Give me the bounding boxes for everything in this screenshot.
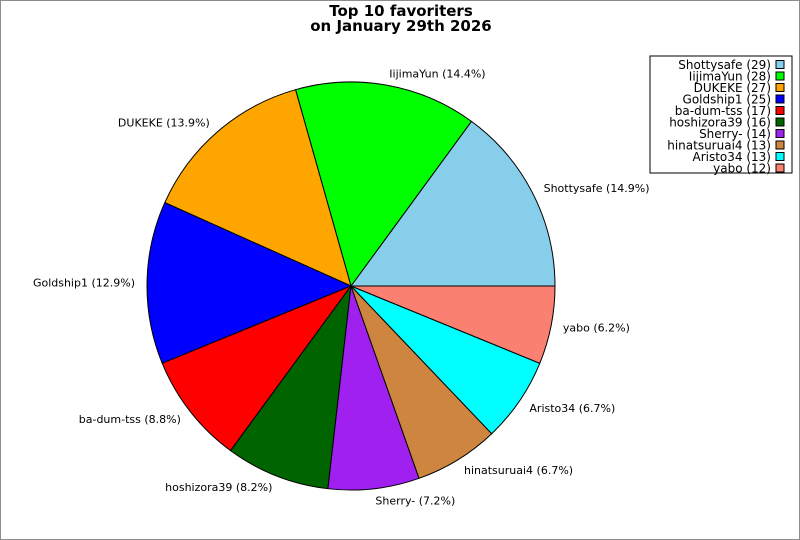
legend-label-ba-dum-tss: ba-dum-tss (17) xyxy=(675,104,771,118)
legend-swatch-iijimayun xyxy=(775,71,785,81)
slice-label-aristo34: Aristo34 (6.7%) xyxy=(529,402,615,415)
pie-slice-shottysafe xyxy=(350,120,556,287)
legend-label-goldship1: Goldship1 (25) xyxy=(683,93,771,107)
legend-label-dukeke: DUKEKE (27) xyxy=(694,81,771,95)
slice-label-dukeke: DUKEKE (13.9%) xyxy=(118,117,210,130)
slice-label-hinatsuruai4: hinatsuruai4 (6.7%) xyxy=(464,464,573,477)
slice-label-ba-dum-tss: ba-dum-tss (8.8%) xyxy=(79,413,181,426)
legend-swatch-goldship1 xyxy=(775,94,785,104)
legend-swatch-dukeke xyxy=(775,83,785,92)
legend-swatch-sherry- xyxy=(775,129,785,138)
legend: Shottysafe (29)IijimaYun (28)DUKEKE (27)… xyxy=(649,55,793,176)
legend-swatch-yabo xyxy=(775,163,785,173)
pie-slice-yabo xyxy=(350,285,556,364)
legend-box xyxy=(649,55,793,174)
pie-slice-labels: Shottysafe (14.9%) IijimaYun (14.4%) DUKEK… xyxy=(33,67,650,507)
slice-label-yabo: yabo (6.2%) xyxy=(563,322,630,335)
legend-label-iijimayun: IijimaYun (28) xyxy=(689,70,771,84)
legend-label-hoshizora39: hoshizora39 (16) xyxy=(669,116,771,130)
slice-label-goldship1: Goldship1 (12.9%) xyxy=(33,277,135,290)
pie-slice-iijimayun xyxy=(295,81,472,287)
legend-swatch-hoshizora39 xyxy=(775,117,785,127)
legend-swatch-hinatsuruai4 xyxy=(775,140,785,150)
slice-label-hoshizora39: hoshizora39 (8.2%) xyxy=(165,481,272,494)
pie-slice-hoshizora39 xyxy=(230,285,352,490)
pie-slices xyxy=(146,81,556,491)
legend-swatch-shottysafe xyxy=(775,60,785,69)
legend-swatch-aristo34 xyxy=(775,152,785,161)
legend-label-yabo: yabo (12) xyxy=(713,162,771,176)
pie-slice-ba-dum-tss xyxy=(161,285,352,452)
legend-label-aristo34: Aristo34 (13) xyxy=(693,150,772,164)
chart-subtitle: on January 29th 2026 xyxy=(310,17,491,35)
slice-label-iijimayun: IijimaYun (14.4%) xyxy=(389,67,485,80)
pie-slice-dukeke xyxy=(164,89,352,287)
pie-slice-goldship1 xyxy=(146,202,352,364)
legend-label-shottysafe: Shottysafe (29) xyxy=(678,58,771,72)
chart-title: Top 10 favoriters xyxy=(329,2,473,20)
slice-label-shottysafe: Shottysafe (14.9%) xyxy=(544,182,650,195)
legend-label-sherry-: Sherry- (14) xyxy=(699,127,771,141)
legend-swatch-ba-dum-tss xyxy=(775,106,785,115)
legend-label-hinatsuruai4: hinatsuruai4 (13) xyxy=(667,139,771,153)
slice-label-sherry-: Sherry- (7.2%) xyxy=(375,495,455,508)
